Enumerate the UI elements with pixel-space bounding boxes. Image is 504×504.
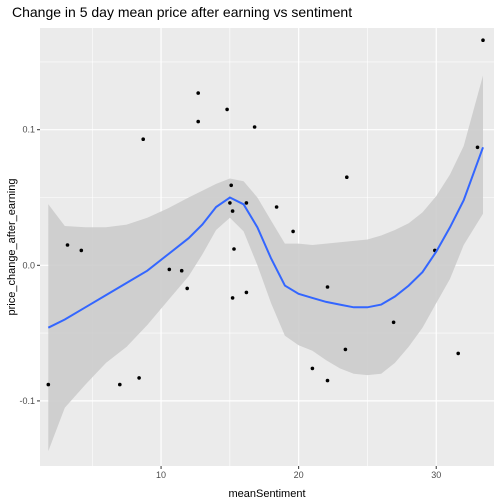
data-point: [141, 137, 145, 141]
data-point: [291, 229, 295, 234]
data-point: [481, 38, 485, 42]
data-point: [325, 285, 330, 289]
chart-title: Change in 5 day mean price after earning…: [12, 4, 352, 20]
data-point: [456, 351, 461, 356]
confidence-band: [48, 75, 484, 452]
smooth-line: [47, 146, 484, 329]
data-point: [137, 376, 141, 380]
data-point: [345, 175, 349, 179]
data-point: [244, 290, 249, 295]
data-point: [225, 107, 229, 112]
data-point: [230, 296, 235, 300]
data-point: [179, 268, 184, 273]
y-axis-title: price_change_after_earning: [6, 179, 18, 316]
data-point: [230, 209, 235, 213]
data-point: [46, 382, 51, 387]
x-tick-label: 10: [156, 470, 166, 480]
data-point: [229, 183, 233, 188]
data-point: [391, 320, 396, 325]
data-point: [343, 347, 348, 352]
x-axis: 10 20 30: [156, 466, 441, 480]
data-point: [228, 201, 232, 205]
data-point: [118, 382, 122, 387]
y-tick-label: 0.1: [22, 125, 35, 135]
data-point: [252, 125, 257, 129]
data-point: [196, 119, 200, 124]
data-point: [274, 205, 279, 209]
data-point: [167, 267, 172, 272]
y-tick-label: 0.0: [22, 260, 35, 270]
x-axis-title: meanSentiment: [228, 488, 305, 500]
data-point: [325, 378, 330, 383]
data-point: [196, 91, 200, 95]
x-tick-label: 30: [431, 470, 441, 480]
x-tick-label: 20: [294, 470, 304, 480]
data-point: [475, 145, 480, 150]
data-point: [310, 366, 315, 371]
y-axis: -0.1 0.0 0.1: [19, 125, 40, 406]
y-tick-label: -0.1: [19, 396, 35, 406]
data-point: [244, 201, 249, 205]
data-points: [46, 38, 485, 387]
data-point: [232, 247, 236, 251]
data-point: [185, 286, 189, 291]
data-point: [65, 243, 70, 247]
data-point: [79, 248, 84, 253]
